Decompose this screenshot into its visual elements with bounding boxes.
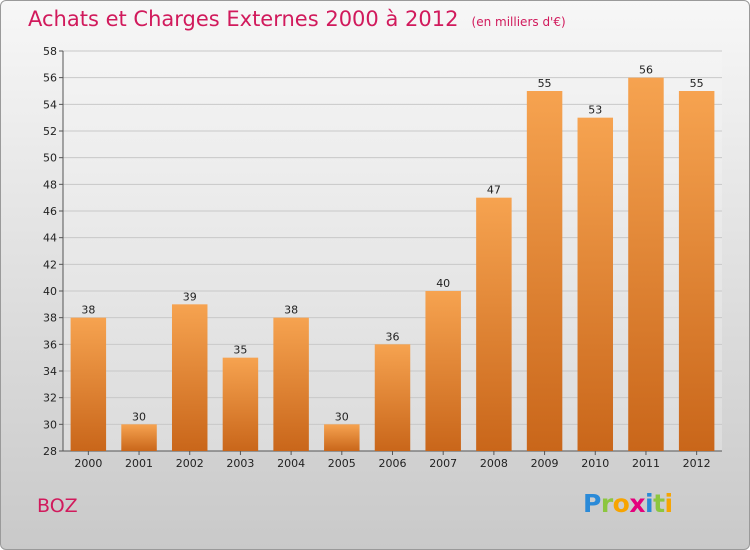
bar (678, 91, 715, 451)
bar (628, 77, 664, 452)
bar-value-label: 30 (132, 410, 146, 423)
y-tick-label: 32 (43, 392, 57, 405)
bar-value-label: 40 (436, 277, 450, 290)
bar-value-label: 36 (386, 330, 400, 343)
x-tick-label: 2012 (683, 457, 711, 470)
bar-value-label: 53 (588, 104, 602, 117)
y-tick-label: 38 (43, 312, 57, 325)
bar (577, 117, 614, 452)
x-tick-label: 2009 (531, 457, 559, 470)
bar-value-label: 38 (284, 304, 298, 317)
y-tick-label: 42 (43, 258, 57, 271)
bar-value-label: 55 (538, 77, 552, 90)
y-tick-label: 36 (43, 338, 57, 351)
y-tick-label: 40 (43, 285, 57, 298)
x-tick-label: 2000 (74, 457, 102, 470)
logo-letter: r (600, 489, 613, 518)
bar-value-label: 35 (233, 344, 247, 357)
y-tick-label: 56 (43, 72, 57, 85)
bar (374, 344, 411, 451)
chart-title: Achats et Charges Externes 2000 à 2012 (… (28, 7, 566, 31)
y-tick-label: 54 (43, 98, 57, 111)
bar (425, 291, 461, 451)
logo-letter: t (653, 489, 665, 518)
chart-title-unit: (en milliers d'€) (471, 15, 566, 29)
bar-value-label: 47 (487, 184, 501, 197)
logo-letter: x (629, 489, 645, 518)
bar (324, 424, 360, 451)
bar (171, 304, 208, 451)
logo-letter: o (612, 489, 630, 518)
bar-value-label: 39 (183, 290, 197, 303)
x-tick-label: 2005 (328, 457, 356, 470)
y-tick-label: 28 (43, 445, 57, 458)
bar (70, 317, 107, 451)
x-tick-label: 2004 (277, 457, 305, 470)
y-tick-label: 58 (43, 45, 57, 58)
commune-name: BOZ (37, 495, 78, 517)
bar-value-label: 56 (639, 64, 653, 77)
bar (273, 317, 309, 451)
y-tick-label: 48 (43, 178, 57, 191)
x-tick-label: 2003 (226, 457, 254, 470)
logo-letter: i (664, 489, 674, 518)
x-tick-label: 2006 (379, 457, 407, 470)
chart-title-main: Achats et Charges Externes 2000 à 2012 (28, 7, 459, 31)
bar (222, 357, 259, 451)
bar (526, 91, 563, 451)
y-tick-label: 46 (43, 205, 57, 218)
bar (476, 197, 512, 451)
bar-value-label: 38 (81, 304, 95, 317)
bar (121, 424, 157, 451)
y-tick-label: 52 (43, 125, 57, 138)
proxiti-logo: Proxiti (583, 489, 673, 518)
y-tick-label: 44 (43, 232, 57, 245)
x-tick-label: 2007 (429, 457, 457, 470)
logo-letter: P (583, 489, 601, 518)
x-tick-label: 2010 (581, 457, 609, 470)
x-tick-label: 2002 (176, 457, 204, 470)
y-tick-label: 34 (43, 365, 57, 378)
x-tick-label: 2001 (125, 457, 153, 470)
x-tick-label: 2008 (480, 457, 508, 470)
y-tick-label: 30 (43, 418, 57, 431)
logo-letter: i (645, 489, 654, 518)
y-tick-label: 50 (43, 152, 57, 165)
x-tick-label: 2011 (632, 457, 660, 470)
bar-value-label: 55 (690, 77, 704, 90)
bar-value-label: 30 (335, 410, 349, 423)
